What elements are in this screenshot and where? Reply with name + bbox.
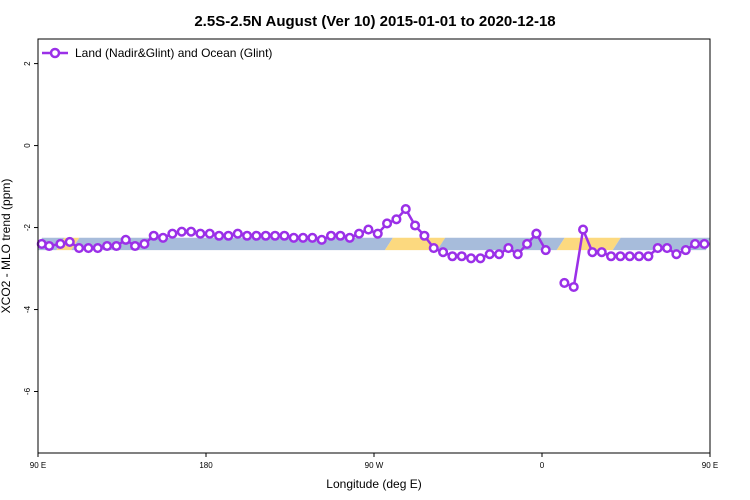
data-point xyxy=(382,218,393,229)
data-point xyxy=(680,245,691,256)
data-point xyxy=(662,242,673,254)
x-tick-label: 0 xyxy=(540,461,545,470)
data-point xyxy=(578,224,589,235)
legend-marker xyxy=(49,47,61,59)
data-point xyxy=(531,228,542,239)
y-tick-label: -6 xyxy=(23,387,32,395)
ocean-land-band xyxy=(38,237,710,251)
x-axis: 90 E 180 90 W 0 90 E xyxy=(30,453,718,470)
chart-title: 2.5S-2.5N August (Ver 10) 2015-01-01 to … xyxy=(194,13,555,30)
data-point xyxy=(64,236,75,247)
data-point xyxy=(44,240,55,252)
data-point xyxy=(326,230,337,241)
data-point xyxy=(624,251,635,262)
data-point xyxy=(55,238,66,250)
data-point xyxy=(92,242,103,254)
data-point xyxy=(83,242,94,254)
data-point xyxy=(307,232,318,243)
data-point xyxy=(354,228,365,239)
data-point xyxy=(363,224,374,235)
data-point xyxy=(391,214,402,225)
data-point xyxy=(690,238,701,250)
x-tick-label: 90 E xyxy=(30,461,46,470)
data-point xyxy=(372,228,383,239)
data-point xyxy=(130,240,141,252)
y-tick-label: 2 xyxy=(23,61,32,66)
data-point xyxy=(176,226,187,237)
data-point xyxy=(223,230,234,241)
legend: Land (Nadir&Glint) and Ocean (Glint) xyxy=(42,46,272,60)
x-tick-label: 90 E xyxy=(702,461,718,470)
data-point xyxy=(568,281,579,293)
data-point xyxy=(652,242,663,254)
legend-entry-label: Land (Nadir&Glint) and Ocean (Glint) xyxy=(75,46,272,60)
data-point xyxy=(251,230,262,241)
data-point xyxy=(158,232,169,243)
data-point xyxy=(148,230,159,241)
x-axis-label: Longitude (deg E) xyxy=(326,477,421,491)
data-point xyxy=(316,234,327,245)
data-point xyxy=(204,228,215,239)
y-tick-label: -4 xyxy=(23,305,32,313)
data-point xyxy=(466,253,477,264)
data-point xyxy=(232,228,243,239)
data-point xyxy=(615,251,626,262)
data-point xyxy=(400,204,411,215)
data-point xyxy=(643,251,654,262)
series-layer xyxy=(36,204,710,293)
data-point xyxy=(634,251,645,262)
x-tick-label: 90 W xyxy=(365,461,384,470)
data-point xyxy=(475,253,486,264)
data-point xyxy=(438,247,449,258)
data-point xyxy=(214,230,225,241)
data-point xyxy=(111,240,122,252)
data-point xyxy=(260,230,271,241)
y-tick-label: 0 xyxy=(23,143,32,148)
data-point xyxy=(120,234,131,245)
data-point xyxy=(167,228,178,239)
x-tick-label: 180 xyxy=(199,461,213,470)
data-point xyxy=(484,249,495,260)
data-point xyxy=(74,242,85,254)
data-point xyxy=(503,242,514,254)
band-ocean-4 xyxy=(437,237,565,251)
data-point xyxy=(456,251,467,262)
data-point xyxy=(559,277,570,288)
data-point xyxy=(540,245,551,256)
data-point xyxy=(428,242,439,254)
data-point xyxy=(102,240,113,252)
data-point xyxy=(699,238,710,250)
data-point xyxy=(447,251,458,262)
data-point xyxy=(671,249,682,260)
data-point xyxy=(298,232,309,243)
data-point xyxy=(288,232,299,243)
data-point xyxy=(419,230,430,241)
y-axis: 2 0 -2 -4 -6 xyxy=(23,61,38,395)
data-point xyxy=(494,249,505,260)
data-point xyxy=(410,220,421,231)
data-point xyxy=(270,230,281,241)
data-point xyxy=(606,251,617,262)
data-point xyxy=(139,238,150,250)
y-tick-label: -2 xyxy=(23,223,32,231)
data-point xyxy=(335,230,346,241)
data-point xyxy=(522,238,533,250)
data-point xyxy=(512,249,523,260)
data-point xyxy=(242,230,253,241)
data-point xyxy=(195,228,206,239)
data-point xyxy=(596,247,607,258)
data-point xyxy=(344,232,355,243)
y-axis-label: XCO2 - MLO trend (ppm) xyxy=(0,179,13,314)
data-point xyxy=(186,226,197,237)
data-point xyxy=(279,230,290,241)
data-point xyxy=(587,247,598,258)
